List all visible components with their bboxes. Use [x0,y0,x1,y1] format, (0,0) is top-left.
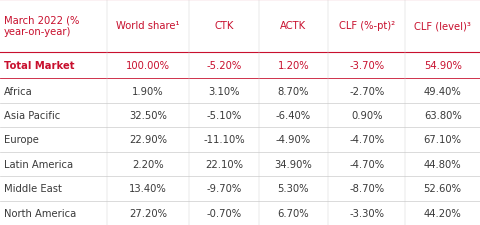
Text: -8.70%: -8.70% [349,184,384,194]
Text: -0.70%: -0.70% [206,208,241,218]
Text: 2.20%: 2.20% [132,159,164,169]
Text: -5.20%: -5.20% [206,61,241,71]
Text: 32.50%: 32.50% [129,110,167,121]
Text: 22.10%: 22.10% [205,159,243,169]
Text: 0.90%: 0.90% [351,110,383,121]
Text: -5.10%: -5.10% [206,110,241,121]
Text: -4.70%: -4.70% [349,159,384,169]
Text: 100.00%: 100.00% [126,61,170,71]
Text: 8.70%: 8.70% [277,86,309,96]
Text: -6.40%: -6.40% [276,110,311,121]
Text: Africa: Africa [4,86,33,96]
Text: Asia Pacific: Asia Pacific [4,110,60,121]
Text: 52.60%: 52.60% [424,184,462,194]
Text: 49.40%: 49.40% [424,86,462,96]
Text: World share¹: World share¹ [116,21,180,31]
Text: -9.70%: -9.70% [206,184,241,194]
Text: 67.10%: 67.10% [424,135,462,145]
Text: 13.40%: 13.40% [129,184,167,194]
Text: 1.90%: 1.90% [132,86,164,96]
Text: Middle East: Middle East [4,184,62,194]
Text: 44.20%: 44.20% [424,208,462,218]
Text: 63.80%: 63.80% [424,110,462,121]
Text: -4.90%: -4.90% [276,135,311,145]
Text: 27.20%: 27.20% [129,208,167,218]
Text: -2.70%: -2.70% [349,86,384,96]
Text: 1.20%: 1.20% [277,61,309,71]
Text: -3.70%: -3.70% [349,61,384,71]
Text: 6.70%: 6.70% [277,208,309,218]
Text: 3.10%: 3.10% [208,86,240,96]
Text: -4.70%: -4.70% [349,135,384,145]
Text: 5.30%: 5.30% [277,184,309,194]
Text: CTK: CTK [214,21,234,31]
Text: 54.90%: 54.90% [424,61,462,71]
Text: Total Market: Total Market [4,61,74,71]
Text: North America: North America [4,208,76,218]
Text: CLF (level)³: CLF (level)³ [414,21,471,31]
Text: ACTK: ACTK [280,21,306,31]
Text: 34.90%: 34.90% [275,159,312,169]
Text: Latin America: Latin America [4,159,73,169]
Text: 44.80%: 44.80% [424,159,461,169]
Text: -3.30%: -3.30% [349,208,384,218]
Text: Europe: Europe [4,135,39,145]
Text: -11.10%: -11.10% [203,135,245,145]
Text: CLF (%-pt)²: CLF (%-pt)² [338,21,395,31]
Text: March 2022 (%
year-on-year): March 2022 (% year-on-year) [4,16,79,37]
Text: 22.90%: 22.90% [129,135,167,145]
